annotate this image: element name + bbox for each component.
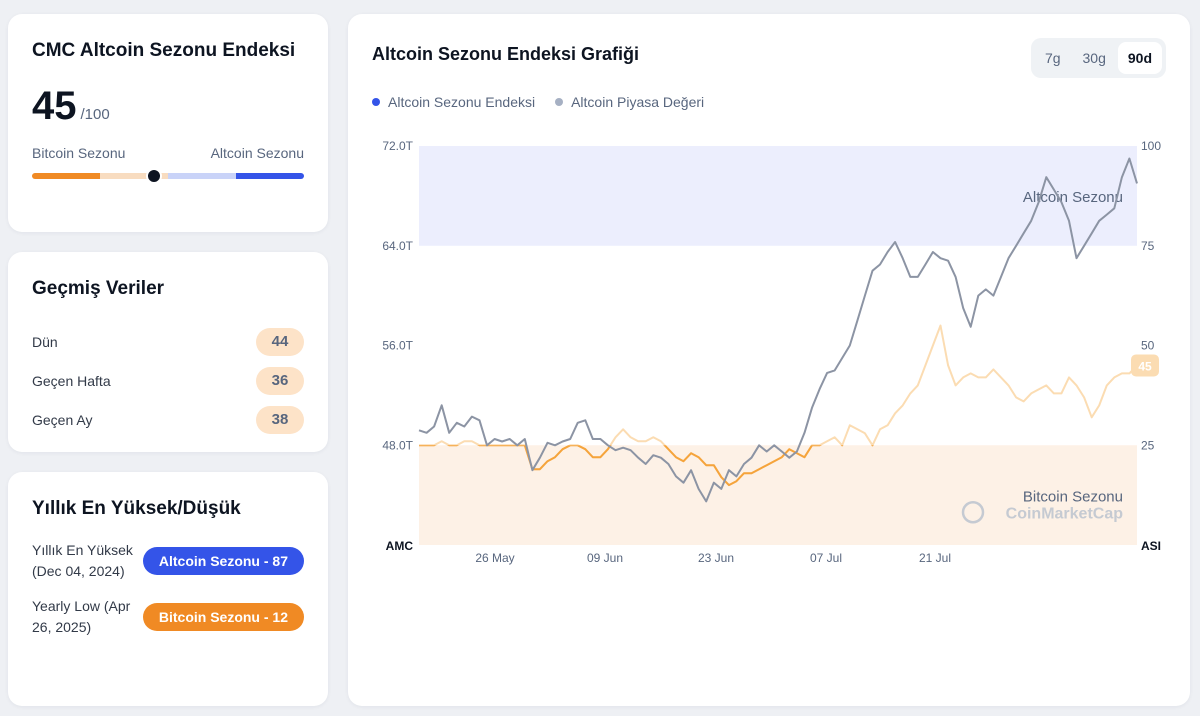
left-axis-tick: 48.0T [382,438,413,452]
series-line-index [419,445,874,487]
altcoin-zone-label: Altcoin Sezonu [1023,189,1123,206]
x-axis-tick: 21 Jul [919,551,951,565]
chart-title: Altcoin Sezonu Endeksi Grafiği [372,44,640,64]
current-value-label: 45 [1138,359,1152,373]
right-axis-tick: 50 [1141,339,1155,353]
history-card: Geçmiş Veriler Dün 44 Geçen Hafta 36 Geç… [8,252,328,452]
index-value-number: 45 [32,84,77,128]
index-chart: Altcoin Sezonu Bitcoin SezonuCoinMarketCa… [382,139,1161,565]
history-row-yesterday: Dün 44 [32,322,304,361]
index-card-title: CMC Altcoin Sezonu Endeksi [32,40,296,61]
yearly-card: Yıllık En Yüksek/Düşük Yıllık En Yüksek … [8,472,328,706]
yearly-high-badge: Altcoin Sezonu - 87 [142,547,304,575]
scale-segment-altcoin-strong [236,173,304,179]
yearly-title: Yıllık En Yüksek/Düşük [32,498,241,519]
yearly-low-badge: Bitcoin Sezonu - 12 [142,603,304,631]
index-value: 45 /100 [32,84,304,129]
range-tab-30g[interactable]: 30g [1082,50,1106,66]
range-tab-7g[interactable]: 7g [1044,50,1061,66]
altcoin-season-zone [419,146,1137,246]
history-row-last-week: Geçen Hafta 36 [32,361,304,400]
left-axis-tick: 64.0T [382,239,413,253]
x-axis-tick: 23 Jun [698,551,734,565]
x-axis-tick: 07 Jul [810,551,842,565]
history-title: Geçmiş Veriler [32,278,165,299]
legend-label-index: Altcoin Sezonu Endeksi [388,94,536,110]
legend-label-market: Altcoin Piyasa Değeri [571,94,705,110]
legend-dot-market [555,98,564,106]
watermark: CoinMarketCap [1006,505,1124,522]
scale-left-label: Bitcoin Sezonu [32,145,126,161]
index-card: CMC Altcoin Sezonu Endeksi 45 /100 Bitco… [8,14,328,232]
right-axis-label: ASI [1141,539,1161,553]
season-scale-bar [32,168,304,184]
range-tabs: 7g 30g 90d [1030,38,1166,78]
history-value-pill: 36 [256,366,304,395]
scale-indicator-knob [146,168,163,184]
history-label: Dün [32,333,58,350]
bitcoin-season-zone [419,445,1137,545]
series-line-market [418,157,1138,503]
x-axis-tick: 26 May [475,551,514,565]
history-list: Dün 44 Geçen Hafta 36 Geçen Ay 38 [32,322,304,439]
index-value-max: /100 [80,106,110,123]
x-axis-tick: 09 Jun [587,551,623,565]
coinmarketcap-logo-icon [961,501,985,524]
left-axis-tick: 72.0T [382,139,413,153]
right-axis-tick: 75 [1141,239,1155,253]
range-tab-90d[interactable]: 90d [1117,42,1162,74]
yearly-low-row: Yearly Low (Apr 26, 2025) Bitcoin Sezonu… [32,596,304,638]
legend-item-market[interactable]: Altcoin Piyasa Değeri [555,94,704,110]
season-scale-labels: Bitcoin Sezonu Altcoin Sezonu [32,145,304,161]
yearly-high-row: Yıllık En Yüksek (Dec 04, 2024) Altcoin … [32,540,304,582]
legend-item-index[interactable]: Altcoin Sezonu Endeksi [372,94,535,110]
history-row-last-month: Geçen Ay 38 [32,400,304,439]
left-axis-label: AMC [386,539,414,553]
legend-dot-index [372,98,380,106]
scale-segment-bitcoin-strong [32,173,100,179]
bitcoin-zone-label: Bitcoin Sezonu [1023,488,1123,505]
right-axis-tick: 100 [1141,139,1161,153]
chart-legend: Altcoin Sezonu Endeksi Altcoin Piyasa De… [372,94,704,110]
left-axis-tick: 56.0T [382,339,413,353]
yearly-high-label: Yıllık En Yüksek (Dec 04, 2024) [32,542,133,579]
scale-right-label: Altcoin Sezonu [210,145,304,161]
chart-card: Altcoin Sezonu Bitcoin Sezonu CoinMarketCa… [348,14,1190,706]
scale-segment-altcoin-light [168,173,236,179]
yearly-low-label: Yearly Low (Apr 26, 2025) [32,598,131,635]
history-value-pill: 38 [256,405,304,434]
history-label: Geçen Ay [32,411,93,428]
right-axis-tick: 25 [1141,438,1155,452]
history-label: Geçen Hafta [32,372,111,389]
scale-segment-bitcoin-light [100,173,168,179]
current-value-badge [1131,354,1159,377]
history-value-pill: 44 [256,327,304,356]
